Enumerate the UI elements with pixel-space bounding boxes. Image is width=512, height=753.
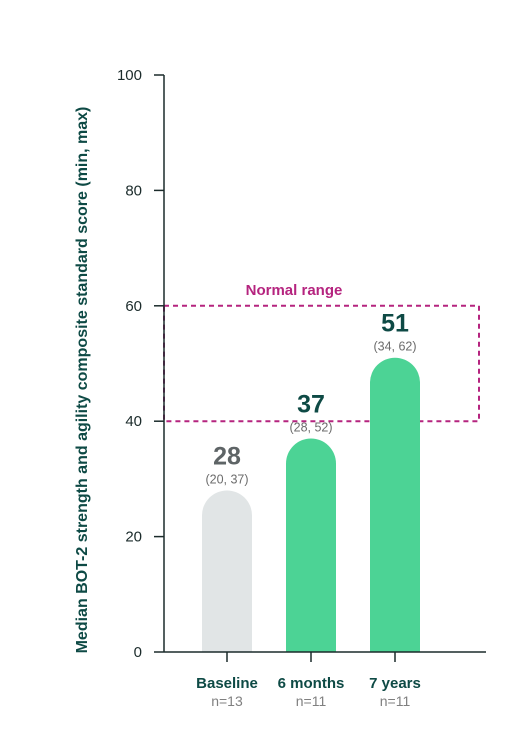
y-ticks: 0 20 40 60 80 100 <box>117 67 164 661</box>
bar <box>202 490 252 652</box>
bar-range-label: (34, 62) <box>373 340 416 354</box>
x-category-label: 7 years <box>369 675 421 692</box>
y-tick-label: 0 <box>134 644 142 661</box>
bars-layer: 28 (20, 37) 37 (28, 52) 51 (34, 62) <box>202 310 420 662</box>
x-sample-size-label: n=11 <box>296 693 327 709</box>
x-sample-size-label: n=13 <box>211 693 243 709</box>
y-tick-label: 20 <box>125 529 142 546</box>
x-category-label: Baseline <box>196 675 258 692</box>
y-tick-label: 100 <box>117 67 142 84</box>
bar-value-label: 51 <box>381 310 409 338</box>
normal-range-label: Normal range <box>246 282 343 299</box>
bar-range-label: (28, 52) <box>289 421 332 435</box>
axes-layer <box>163 75 486 653</box>
bar-value-label: 37 <box>297 391 325 419</box>
y-tick-label: 60 <box>125 298 142 315</box>
y-axis-label: Median BOT-2 strength and agility compos… <box>74 107 91 654</box>
y-tick-label: 40 <box>125 413 142 430</box>
bar <box>286 438 336 652</box>
bar <box>370 357 420 652</box>
bar-value-label: 28 <box>213 442 241 470</box>
x-category-label: 6 months <box>278 675 345 692</box>
bar-range-label: (20, 37) <box>205 472 248 486</box>
y-tick-label: 80 <box>125 182 142 199</box>
x-sample-size-label: n=11 <box>380 693 411 709</box>
